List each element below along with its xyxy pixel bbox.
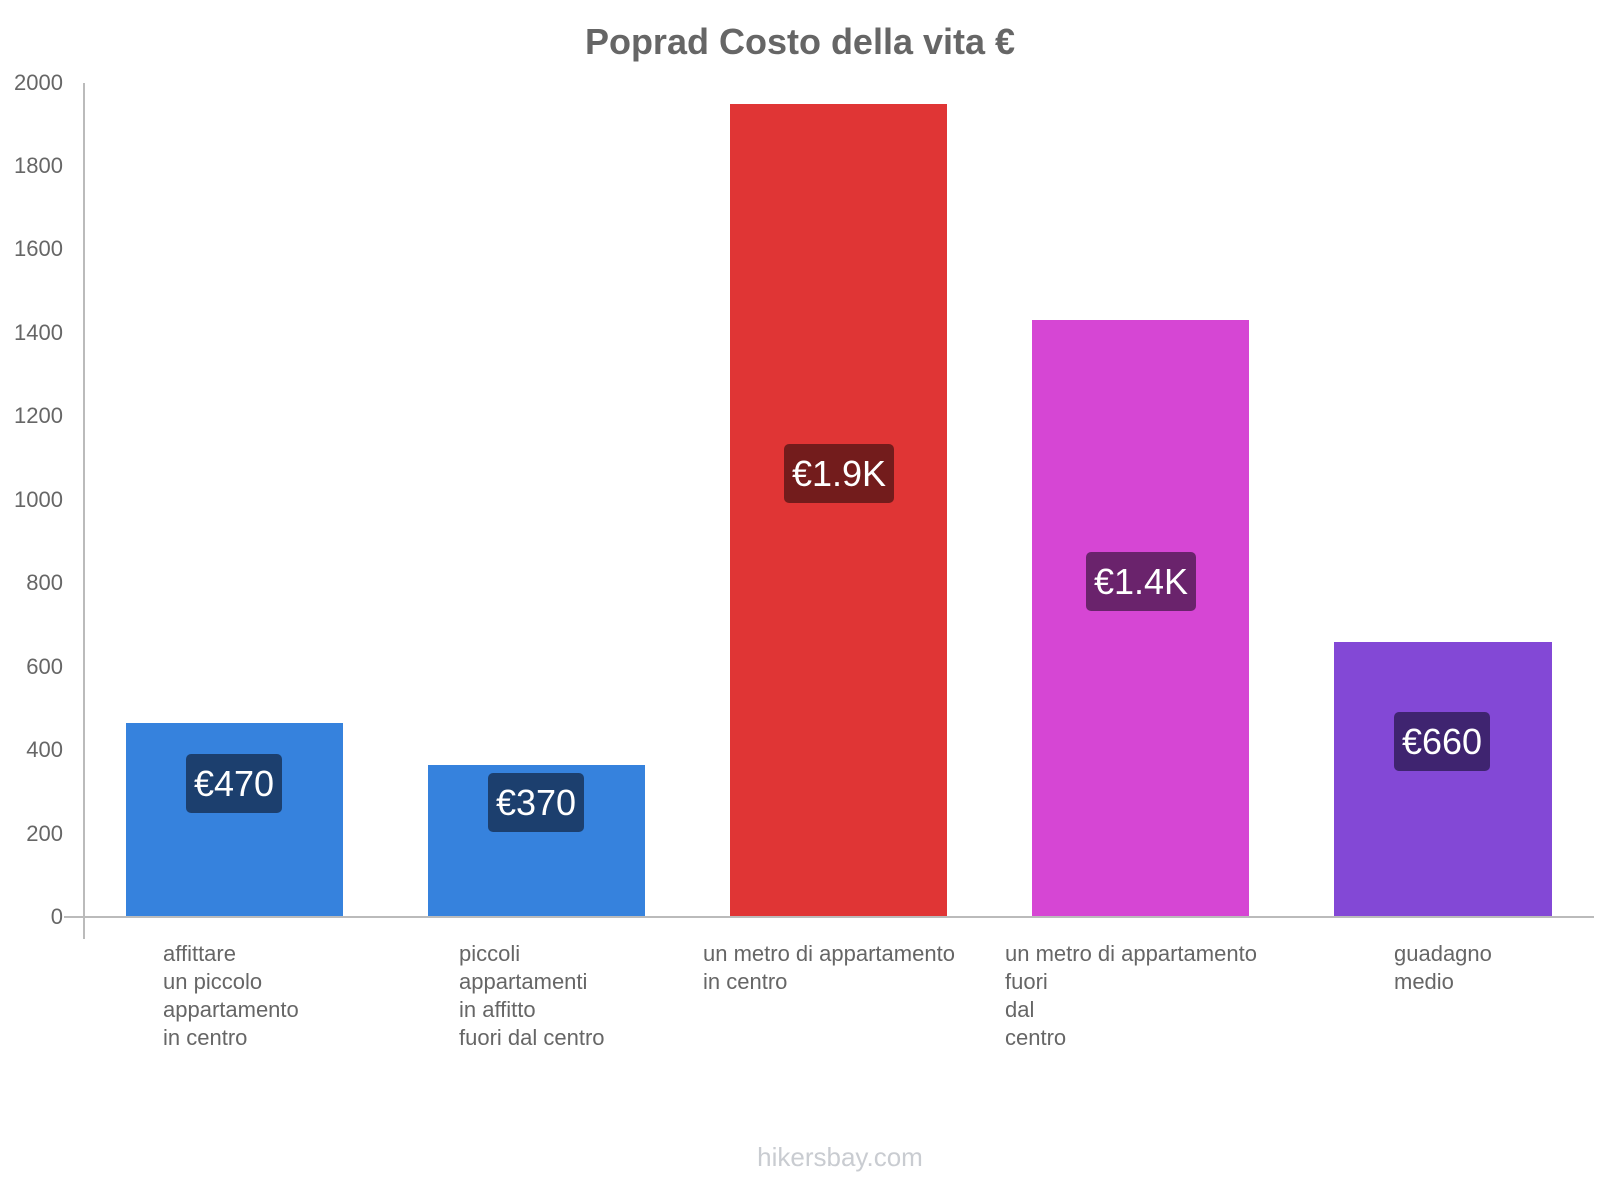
bar-rent-small-apartment-center xyxy=(126,723,343,917)
y-tick-1400: 1400 xyxy=(14,320,63,345)
x-label: affittare un piccolo appartamento in cen… xyxy=(163,941,299,1050)
y-tick-1800: 1800 xyxy=(14,153,63,178)
bar-sqm-outside-center xyxy=(1032,320,1249,917)
bar-sqm-center xyxy=(730,104,947,917)
y-axis xyxy=(83,83,85,939)
y-tick-600: 600 xyxy=(26,654,63,679)
bar-value-label: €660 xyxy=(1394,712,1490,771)
x-label: un metro di appartamento fuori dal centr… xyxy=(1005,941,1257,1050)
x-label: guadagno medio xyxy=(1394,941,1492,994)
x-label: piccoli appartamenti in affitto fuori da… xyxy=(459,941,605,1050)
y-tick-0: 0 xyxy=(50,904,63,929)
bar-value-label: €1.4K xyxy=(1086,552,1196,611)
y-tick-400: 400 xyxy=(26,737,63,762)
y-tick-1600: 1600 xyxy=(14,236,63,261)
y-tick-1200: 1200 xyxy=(14,403,63,428)
y-tick-1000: 1000 xyxy=(14,487,63,512)
bar-value-label: €370 xyxy=(488,773,584,832)
bar-average-salary xyxy=(1334,642,1552,917)
y-tick-800: 800 xyxy=(26,570,63,595)
watermark: hikersbay.com xyxy=(757,1142,923,1172)
chart-title: Poprad Costo della vita € xyxy=(584,21,1016,62)
y-tick-200: 200 xyxy=(26,821,63,846)
x-axis xyxy=(64,916,1594,918)
bar-value-label: €470 xyxy=(186,754,282,813)
y-tick-2000: 2000 xyxy=(14,70,63,95)
bar-value-label: €1.9K xyxy=(784,444,894,503)
x-label: un metro di appartamento in centro xyxy=(703,941,955,994)
